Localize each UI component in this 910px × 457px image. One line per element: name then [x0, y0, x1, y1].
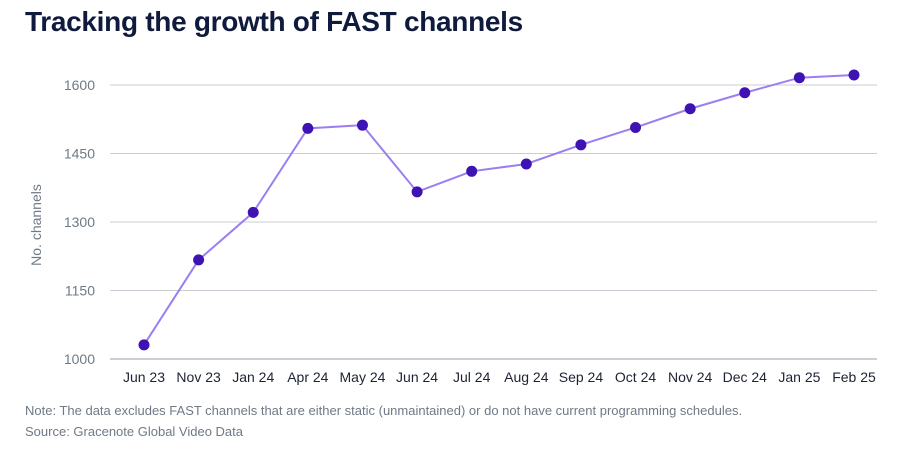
x-tick-label: Nov 24: [668, 369, 713, 385]
data-point: [739, 87, 751, 99]
data-point: [793, 72, 805, 84]
x-tick-label: Feb 25: [832, 369, 876, 385]
x-tick-label: Dec 24: [723, 369, 768, 385]
footnote: Note: The data excludes FAST channels th…: [25, 403, 743, 418]
series-line: [143, 73, 855, 346]
source-line: Source: Gracenote Global Video Data: [25, 424, 244, 439]
data-point: [466, 165, 478, 177]
data-point: [575, 139, 587, 151]
x-tick-label: Sep 24: [559, 369, 604, 385]
x-tick-label: Nov 23: [176, 369, 221, 385]
y-tick-label: 1300: [64, 214, 95, 230]
line-chart: 1000 1150 1300 1450 1600 Jun 23 Nov 23 Jan 24 A…: [28, 69, 877, 385]
data-point: [138, 339, 150, 351]
chart-title: Tracking the growth of FAST channels: [25, 6, 523, 37]
x-tick-label: Oct 24: [615, 369, 656, 385]
x-tick-label: Aug 24: [504, 369, 549, 385]
data-point: [684, 103, 696, 115]
y-axis-label: No. channels: [28, 184, 44, 266]
x-tick-label: Jul 24: [453, 369, 491, 385]
gridlines: [110, 84, 877, 360]
x-tick-label: Jan 25: [778, 369, 820, 385]
data-point: [520, 158, 532, 170]
x-tick-label: May 24: [340, 369, 386, 385]
y-tick-label: 1600: [64, 77, 95, 93]
x-tick-label: Apr 24: [287, 369, 328, 385]
data-point: [630, 121, 642, 133]
data-point: [193, 254, 205, 266]
y-tick-label: 1450: [64, 146, 95, 162]
data-point: [247, 206, 259, 218]
data-point: [356, 119, 368, 131]
x-tick-label: Jun 24: [396, 369, 438, 385]
data-point: [848, 69, 860, 81]
x-tick-labels: Jun 23 Nov 23 Jan 24 Apr 24 May 24 Jun 24 Jul …: [123, 369, 876, 385]
data-points: [138, 69, 860, 351]
x-tick-label: Jan 24: [232, 369, 274, 385]
x-tick-label: Jun 23: [123, 369, 165, 385]
y-tick-label: 1150: [65, 283, 95, 299]
data-point: [411, 186, 423, 198]
y-tick-label: 1000: [64, 351, 95, 367]
data-point: [302, 122, 314, 134]
y-tick-labels: 1000 1150 1300 1450 1600: [64, 77, 95, 367]
